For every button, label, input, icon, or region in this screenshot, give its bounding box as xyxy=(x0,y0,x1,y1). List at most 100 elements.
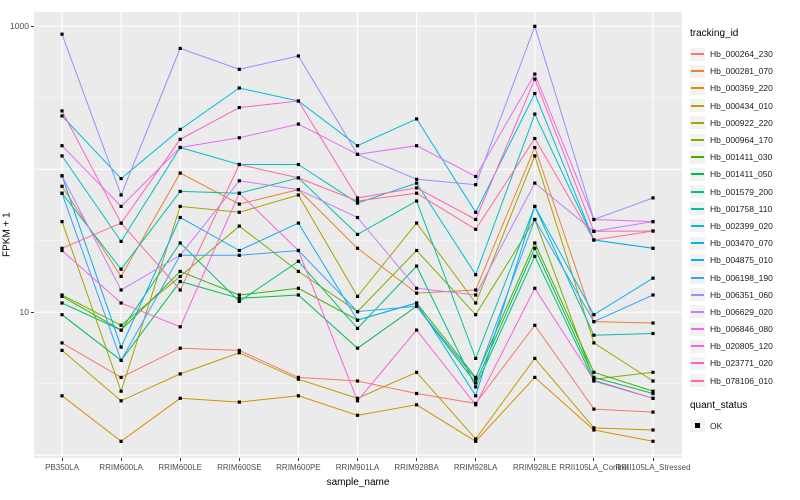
data-point xyxy=(119,177,123,181)
series-color-swatch-icon xyxy=(691,224,704,227)
data-point xyxy=(296,54,300,58)
data-point xyxy=(60,144,64,148)
legend-item-label: Hb_020805_120 xyxy=(710,341,773,352)
data-point xyxy=(178,145,182,150)
data-point xyxy=(533,254,537,258)
data-point xyxy=(60,109,64,113)
x-tick-label: RRIM928BA xyxy=(394,463,439,472)
data-point xyxy=(296,286,300,290)
data-point xyxy=(355,152,360,156)
data-point xyxy=(178,253,182,257)
data-point xyxy=(296,176,300,180)
legend-key xyxy=(690,133,705,147)
data-point xyxy=(355,294,360,298)
data-point xyxy=(355,326,360,330)
data-point xyxy=(296,188,300,192)
data-point xyxy=(474,356,478,360)
data-point xyxy=(651,379,655,383)
data-point xyxy=(237,210,241,214)
data-point xyxy=(533,204,537,208)
data-point xyxy=(237,293,241,297)
data-point xyxy=(355,413,360,417)
data-point xyxy=(651,370,655,374)
legend-key xyxy=(690,236,705,250)
data-point xyxy=(119,389,123,393)
x-tick-mark xyxy=(179,458,181,461)
data-point xyxy=(296,193,300,197)
data-point xyxy=(415,199,419,203)
data-point xyxy=(119,267,123,271)
data-point xyxy=(415,403,419,407)
data-point xyxy=(592,313,596,317)
data-point xyxy=(60,348,64,352)
data-point xyxy=(533,356,537,360)
data-point xyxy=(533,246,537,250)
data-point xyxy=(355,144,360,148)
data-point xyxy=(178,269,182,273)
legend-key xyxy=(690,253,705,267)
legend-item-Hb_000264_230: Hb_000264_230 xyxy=(690,47,798,61)
data-point xyxy=(60,154,64,158)
legend-item-Hb_002399_020: Hb_002399_020 xyxy=(690,219,798,233)
x-tick-mark xyxy=(357,458,358,461)
data-point xyxy=(178,127,182,131)
data-point xyxy=(237,202,241,206)
data-point xyxy=(355,246,360,250)
data-point xyxy=(237,179,241,183)
data-point xyxy=(592,238,596,242)
data-point xyxy=(237,106,241,110)
data-point xyxy=(355,379,360,383)
data-point xyxy=(60,184,64,188)
data-point xyxy=(415,186,419,190)
data-point xyxy=(119,323,123,327)
data-point xyxy=(237,400,241,404)
data-point xyxy=(60,174,64,178)
data-point xyxy=(355,310,360,314)
x-tick-mark xyxy=(652,458,654,461)
legend-title-quant-status: quant_status xyxy=(690,399,748,411)
x-tick-label: RRIM928LE xyxy=(513,463,557,472)
data-point xyxy=(474,377,478,381)
data-point xyxy=(178,204,182,208)
data-point xyxy=(178,325,182,329)
black-square-marker-icon xyxy=(695,423,700,429)
legend: tracking_id Hb_000264_230 Hb_000281_070 Hb… xyxy=(690,28,798,436)
legend-item-label: Hb_006351_060 xyxy=(710,289,773,300)
legend-key xyxy=(690,288,705,302)
legend-key xyxy=(690,150,705,164)
data-point xyxy=(533,217,537,222)
legend-item-Hb_003470_070: Hb_003470_070 xyxy=(690,236,798,250)
data-point xyxy=(178,372,182,376)
data-point xyxy=(355,201,360,205)
data-point xyxy=(355,318,360,322)
data-point xyxy=(651,229,655,233)
data-point xyxy=(651,293,655,297)
data-point xyxy=(415,181,419,185)
data-point xyxy=(592,407,596,411)
data-point xyxy=(355,232,360,236)
series-color-swatch-icon xyxy=(691,293,704,296)
data-point xyxy=(651,321,655,325)
legend-key xyxy=(690,219,705,233)
data-point xyxy=(415,177,419,181)
data-point xyxy=(651,220,655,224)
legend-item-label: Hb_006629_020 xyxy=(710,306,773,317)
data-point xyxy=(237,224,241,228)
legend-key xyxy=(690,202,705,216)
legend-item-Hb_006846_080: Hb_006846_080 xyxy=(690,322,798,336)
legend-item-label: Hb_001411_050 xyxy=(710,169,773,180)
data-point xyxy=(119,439,123,443)
data-point xyxy=(474,210,478,214)
legend-item-label: Hb_000264_230 xyxy=(710,49,773,60)
data-point xyxy=(237,136,241,140)
legend-item-Hb_006351_060: Hb_006351_060 xyxy=(690,288,798,302)
data-point xyxy=(415,264,419,268)
data-point xyxy=(178,396,182,400)
legend-key xyxy=(690,47,705,61)
data-point xyxy=(474,385,478,389)
data-point xyxy=(474,313,478,317)
data-point xyxy=(296,394,300,398)
series-color-swatch-icon xyxy=(691,190,704,193)
series-color-swatch-icon xyxy=(691,173,704,176)
legend-key xyxy=(690,374,705,388)
